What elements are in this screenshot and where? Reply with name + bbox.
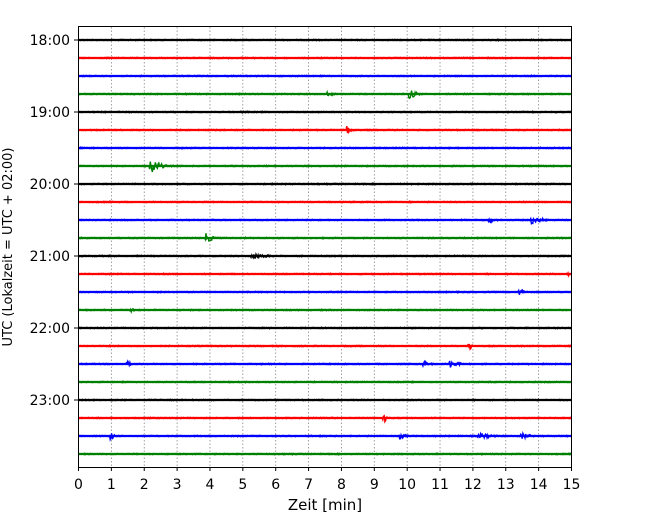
x-ticks: 0 1 2 3 4 5 6 7 8 9 10 11 12 13 14 15 — [74, 467, 580, 493]
x-tick-label: 7 — [304, 477, 313, 493]
x-tick-label: 14 — [530, 477, 548, 493]
y-tick-label: 18:00 — [30, 33, 70, 49]
x-tick-label: 3 — [173, 477, 182, 493]
plot-frame — [78, 26, 572, 468]
x-tick-label: 15 — [563, 477, 581, 493]
y-tick-label: 19:00 — [30, 105, 70, 121]
y-axis-label: UTC (Lokalzeit = UTC + 02:00) — [1, 148, 16, 347]
x-tick-label: 0 — [74, 477, 83, 493]
x-tick-label: 9 — [370, 477, 379, 493]
x-tick-label: 2 — [140, 477, 149, 493]
x-tick-label: 6 — [271, 477, 280, 493]
y-ticks: 18:00 19:00 20:00 21:00 22:00 23:00 — [30, 33, 78, 409]
x-axis-label: Zeit [min] — [288, 496, 362, 514]
traces — [77, 38, 573, 456]
x-tick-label: 1 — [107, 477, 116, 493]
x-tick-label: 12 — [464, 477, 482, 493]
y-tick-label: 20:00 — [30, 177, 70, 193]
x-tick-label: 13 — [497, 477, 515, 493]
x-tick-label: 10 — [398, 477, 416, 493]
y-tick-label: 23:00 — [30, 393, 70, 409]
y-tick-label: 21:00 — [30, 249, 70, 265]
x-tick-label: 8 — [337, 477, 346, 493]
y-tick-label: 22:00 — [30, 321, 70, 337]
x-tick-label: 5 — [238, 477, 247, 493]
x-tick-label: 4 — [206, 477, 215, 493]
x-tick-label: 11 — [431, 477, 449, 493]
